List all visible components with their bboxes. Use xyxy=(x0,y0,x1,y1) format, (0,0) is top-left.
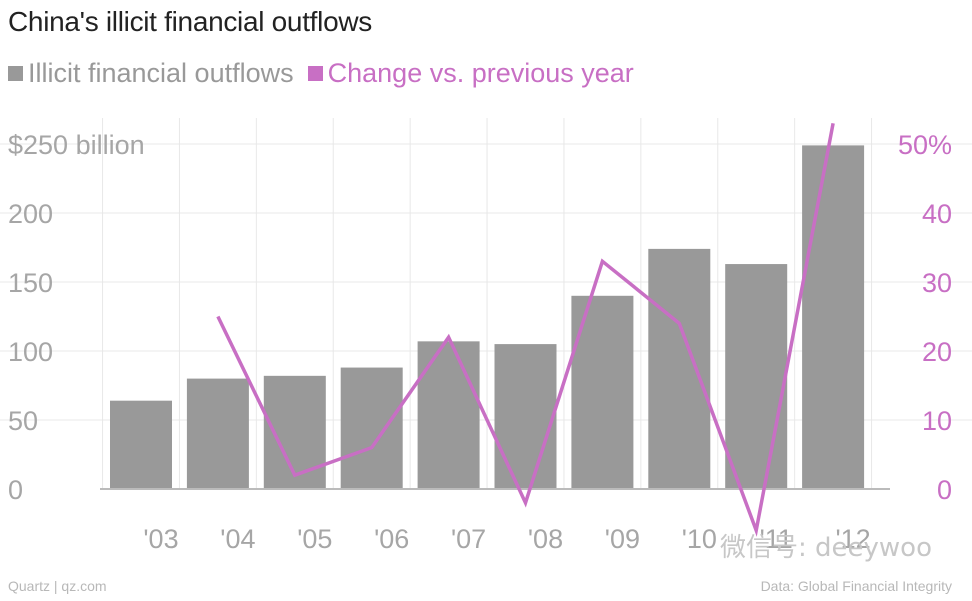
left-axis-tick-label: 100 xyxy=(8,337,53,367)
x-axis-tick-label: '06 xyxy=(374,524,409,554)
x-axis-tick-label: '11 xyxy=(760,524,793,554)
x-axis-tick-label: '04 xyxy=(220,524,255,554)
x-axis-tick-label: '08 xyxy=(528,524,563,554)
legend-label-outflows: Illicit financial outflows xyxy=(28,58,294,88)
right-axis-tick-label: 10 xyxy=(922,406,952,436)
x-axis-tick-label: '05 xyxy=(297,524,332,554)
bar-04 xyxy=(186,378,249,489)
watermark: 微信号: deeywoo xyxy=(720,533,932,563)
legend-swatch-outflows xyxy=(8,66,23,81)
right-axis-tick-label: 40 xyxy=(922,199,952,229)
x-axis-tick-label: '09 xyxy=(605,524,640,554)
bar-10 xyxy=(648,248,711,489)
bar-07 xyxy=(417,341,480,489)
right-axis-tick-label: 50% xyxy=(898,130,952,160)
x-axis-tick-label: '03 xyxy=(143,524,178,554)
left-axis-tick-label: 0 xyxy=(8,475,23,505)
bar-08 xyxy=(494,344,557,489)
legend: Illicit financial outflows Change vs. pr… xyxy=(8,58,648,89)
chart-title: China's illicit financial outflows xyxy=(8,6,372,37)
right-axis-tick-label: 20 xyxy=(922,337,952,367)
legend-swatch-change xyxy=(307,66,323,81)
legend-label-change: Change vs. previous year xyxy=(327,58,634,88)
x-axis-tick-label: '10 xyxy=(682,524,717,554)
left-axis-tick-label: 200 xyxy=(8,199,53,229)
legend-item-change: Change vs. previous year xyxy=(307,58,634,89)
right-axis-tick-label: 0 xyxy=(937,475,952,505)
legend-item-outflows: Illicit financial outflows xyxy=(8,58,294,89)
bar-11 xyxy=(725,264,788,489)
bar-06 xyxy=(340,367,403,489)
footer-source-right: Data: Global Financial Integrity xyxy=(760,578,952,594)
x-axis-tick-label: '07 xyxy=(451,524,486,554)
x-axis-tick-label: '12 xyxy=(836,524,871,554)
footer-source-left: Quartz | qz.com xyxy=(8,578,107,594)
left-axis-tick-label: 150 xyxy=(8,268,53,298)
left-axis-tick-label: $250 billion xyxy=(8,130,145,160)
bar-12 xyxy=(802,145,865,489)
bar-03 xyxy=(110,400,172,489)
right-axis-tick-label: 30 xyxy=(922,268,952,298)
left-axis-tick-label: 50 xyxy=(8,406,38,436)
